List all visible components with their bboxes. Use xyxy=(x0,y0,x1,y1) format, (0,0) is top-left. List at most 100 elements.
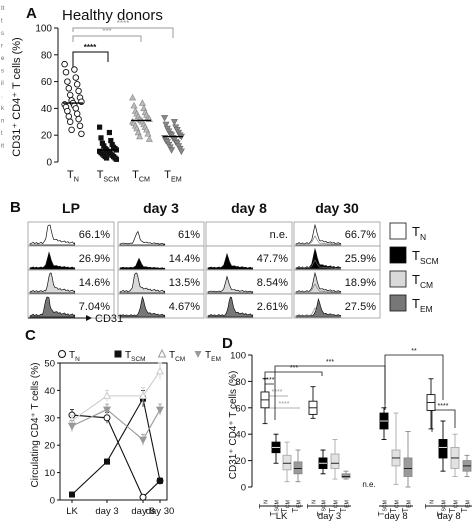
panel-a-yticks: 0 20 40 60 80 100 xyxy=(35,24,58,169)
d-subset-label-sub: N xyxy=(263,500,269,504)
b-cell xyxy=(117,221,205,247)
c-legend-marker xyxy=(114,350,122,358)
b-percentage: 27.5% xyxy=(345,301,376,313)
b-legend-label-cm: TCM xyxy=(412,272,433,290)
tn-point xyxy=(66,118,74,126)
d-sig-7: **** xyxy=(438,403,449,410)
margin-fragment: it xyxy=(1,144,4,150)
c-point-tem xyxy=(67,423,77,431)
d-subset-label-sub: EM xyxy=(465,500,471,508)
margin-fragment: e xyxy=(1,56,5,62)
panel-a-title: Healthy donors xyxy=(62,7,163,24)
a-xlabel-cm-sub: CM xyxy=(139,175,150,183)
c-ytick-label: 30 xyxy=(44,413,55,424)
tcm-point xyxy=(138,99,146,106)
tscm-point xyxy=(109,141,115,148)
b-percentage: 26.9% xyxy=(79,253,110,265)
tn-point xyxy=(66,91,74,99)
tcm-point xyxy=(145,135,153,142)
tn-point xyxy=(73,110,81,118)
c-line-tn xyxy=(71,414,161,499)
tscm-point xyxy=(104,155,110,161)
b-percentage: 66.7% xyxy=(345,229,376,241)
d-subset-label-sub: EM xyxy=(406,500,412,508)
d-ytick-label: 60 xyxy=(235,403,246,414)
cd31-axis-label: CD31 xyxy=(95,313,123,325)
c-line-tcm xyxy=(71,370,161,421)
b-percentage: 14.4% xyxy=(169,253,200,265)
c-point-tem xyxy=(155,406,165,415)
b-histogram xyxy=(119,230,166,246)
d-sig-3: **** xyxy=(279,401,290,408)
d-subset-label-sub: CM xyxy=(333,500,339,508)
d-subset-label: TCM xyxy=(448,500,459,513)
tn-point xyxy=(65,113,73,120)
d-box-tcm xyxy=(330,453,340,469)
b-histogram xyxy=(295,297,342,318)
b-histogram-overlay xyxy=(295,283,342,294)
c-xtick-label: day 8 xyxy=(131,506,154,517)
tscm-point xyxy=(99,140,105,146)
b-column-header: day 30 xyxy=(315,200,359,216)
c-xtick-label: LK xyxy=(66,506,78,517)
panel-d-group-labels: TNTSCMTCMTEMLKTNTSCMTCMTEMday 3TSCMTCMTE… xyxy=(258,500,472,522)
b-histogram xyxy=(29,251,76,270)
c-point-tem xyxy=(138,436,148,445)
d-bracket-4 xyxy=(264,371,323,378)
b-histogram-overlay xyxy=(295,235,342,246)
d-subset-label-sub: EM xyxy=(296,500,302,508)
d-subset-label-main: T xyxy=(389,508,398,513)
panel-a: A Healthy donors CD31⁺ CD4⁺ T cells (%) … xyxy=(11,5,185,183)
tem-point xyxy=(162,121,170,129)
d-bracket-3 xyxy=(264,407,300,416)
panel-a-points xyxy=(61,60,185,162)
panel-b: B LP day 3 day 8 day 30 66.1% 61% n.e. 66.7% 26… xyxy=(10,199,439,325)
panel-d-ne-label: n.e. xyxy=(362,480,375,489)
d-group-label: day 8 xyxy=(384,511,407,522)
d-subset-label-main: T xyxy=(339,508,348,513)
c-point-tem xyxy=(102,406,112,415)
c-legend-marker xyxy=(157,348,167,358)
d-sig-1: **** xyxy=(264,377,275,384)
c-point-tcm xyxy=(102,391,112,399)
c-legend-marker xyxy=(194,351,202,358)
tem-point xyxy=(177,148,185,156)
tem-point xyxy=(168,147,176,154)
a-xlabel-em: TEM xyxy=(164,169,181,183)
c-legend-label-sub: SCM xyxy=(131,356,145,363)
c-legend-label-main: T xyxy=(205,350,211,361)
tscm-point xyxy=(113,156,119,162)
d-box-tem xyxy=(293,461,303,475)
tn-point xyxy=(64,78,71,85)
c-line-tscm xyxy=(71,397,161,495)
tn-point xyxy=(61,60,68,68)
tscm-point xyxy=(98,135,104,141)
d-subset-label-sub: CM xyxy=(453,500,459,508)
b-column-header: day 8 xyxy=(231,200,267,216)
panel-b-histogram-grid: 66.1% 61% n.e. 66.7% 26.9% 14.4% 47.7% 25.9% 14.… xyxy=(27,221,381,319)
b-cell xyxy=(205,269,293,295)
tn-point xyxy=(68,126,75,134)
b-cell xyxy=(27,269,115,295)
c-point-tcm xyxy=(155,366,165,375)
c-legend-label: TSCM xyxy=(125,350,146,363)
c-legend-label-main: T xyxy=(169,350,175,361)
tcm-point xyxy=(129,93,137,101)
b-legend-label-n: TN xyxy=(412,224,426,242)
b-percentage: 18.9% xyxy=(345,277,376,289)
sig-label-tn-tem: **** xyxy=(117,19,129,28)
d-ytick-label: 0 xyxy=(241,483,246,494)
d-sig-6: ** xyxy=(411,348,417,355)
a-xlabel-n-sub: N xyxy=(74,175,79,183)
b-cell xyxy=(27,221,115,247)
b-legend-label-n-main: T xyxy=(412,224,420,239)
c-point-tn xyxy=(139,493,147,501)
tscm-point xyxy=(108,137,114,144)
a-xlabel-em-sub: EM xyxy=(171,175,182,183)
d-subset-label: TCM xyxy=(328,500,339,513)
b-percentage: 4.67% xyxy=(169,301,200,313)
b-legend-label-em: TEM xyxy=(412,296,433,314)
panel-c-frame xyxy=(59,362,168,501)
d-ytick-label: 20 xyxy=(235,456,246,467)
